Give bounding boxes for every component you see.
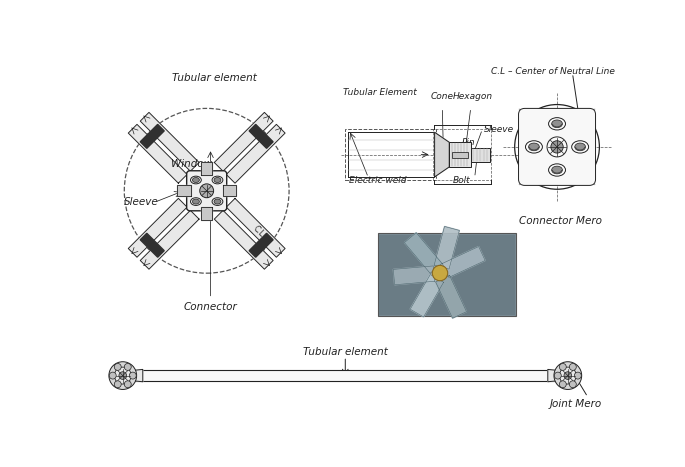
Circle shape [110, 372, 116, 379]
Circle shape [114, 367, 132, 384]
Polygon shape [226, 198, 285, 257]
Bar [377, 233, 516, 316]
Polygon shape [201, 162, 212, 175]
Polygon shape [226, 124, 285, 183]
Ellipse shape [214, 199, 221, 204]
Polygon shape [404, 233, 442, 273]
Circle shape [200, 184, 214, 198]
Bar [379, 235, 514, 315]
Circle shape [554, 362, 582, 389]
Polygon shape [548, 369, 556, 382]
Text: Connector Mero: Connector Mero [519, 216, 602, 226]
Text: Window: Window [171, 159, 212, 169]
Ellipse shape [192, 177, 199, 183]
Polygon shape [393, 266, 434, 285]
Text: C.L: C.L [251, 224, 266, 239]
Text: Joint Mero: Joint Mero [550, 399, 602, 410]
Bar [433, 129, 491, 180]
Text: Pin: Pin [462, 138, 475, 147]
Ellipse shape [192, 199, 199, 204]
Polygon shape [249, 233, 273, 257]
Polygon shape [410, 275, 444, 317]
Ellipse shape [214, 177, 221, 183]
Text: Tubular Element: Tubular Element [343, 88, 416, 98]
Ellipse shape [212, 176, 223, 184]
Polygon shape [128, 124, 187, 183]
Bar [345, 129, 436, 180]
Bar [471, 148, 490, 162]
Text: Tubular element: Tubular element [303, 347, 388, 357]
Bar [449, 142, 471, 167]
FancyBboxPatch shape [187, 171, 227, 211]
Ellipse shape [575, 143, 586, 151]
Text: Sleeve: Sleeve [124, 198, 159, 207]
Text: Connector: Connector [184, 303, 238, 312]
Polygon shape [177, 185, 190, 196]
FancyBboxPatch shape [519, 108, 595, 185]
Circle shape [569, 363, 576, 370]
Polygon shape [135, 369, 142, 382]
Circle shape [569, 381, 576, 388]
Bar [135, 370, 556, 381]
Circle shape [560, 363, 566, 370]
Ellipse shape [551, 166, 562, 174]
Circle shape [129, 372, 136, 379]
Polygon shape [223, 185, 236, 196]
Circle shape [574, 372, 582, 379]
Polygon shape [140, 211, 199, 269]
Circle shape [551, 141, 563, 153]
Ellipse shape [190, 176, 201, 184]
Circle shape [109, 362, 136, 389]
Polygon shape [443, 247, 485, 277]
Text: Electric weld: Electric weld [349, 176, 407, 185]
Ellipse shape [212, 198, 223, 205]
Text: C.L – Center of Neutral Line: C.L – Center of Neutral Line [491, 67, 615, 76]
Polygon shape [214, 211, 273, 269]
Circle shape [432, 265, 448, 281]
Ellipse shape [190, 198, 201, 205]
Ellipse shape [551, 120, 562, 127]
Circle shape [560, 367, 576, 384]
Circle shape [124, 381, 132, 388]
Text: Tubular element: Tubular element [172, 73, 257, 83]
Circle shape [114, 363, 121, 370]
Circle shape [124, 363, 132, 370]
Polygon shape [214, 113, 273, 171]
Polygon shape [140, 124, 164, 149]
Text: Hexagon: Hexagon [452, 92, 493, 101]
Polygon shape [140, 113, 199, 171]
Circle shape [114, 381, 121, 388]
Polygon shape [436, 276, 466, 318]
Polygon shape [201, 207, 212, 220]
Polygon shape [249, 124, 273, 149]
Text: Sleeve: Sleeve [484, 125, 514, 134]
Polygon shape [434, 226, 460, 269]
Text: Cone: Cone [431, 92, 453, 101]
Polygon shape [140, 233, 164, 257]
Circle shape [554, 372, 561, 379]
Polygon shape [128, 198, 187, 257]
Polygon shape [434, 132, 449, 177]
Text: Bolt: Bolt [453, 176, 471, 185]
Ellipse shape [529, 143, 539, 151]
Circle shape [119, 372, 127, 380]
Circle shape [560, 381, 566, 388]
Bar [452, 151, 468, 158]
Circle shape [564, 372, 572, 380]
